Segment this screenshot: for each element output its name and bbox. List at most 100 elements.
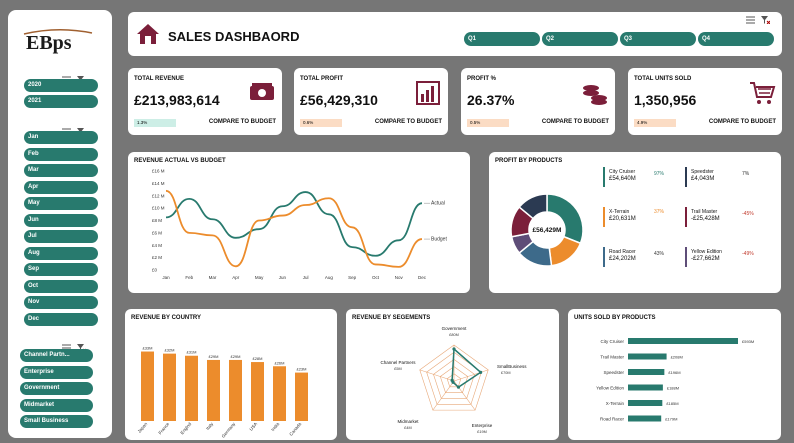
chart-title: REVENUE ACTUAL VS BUDGET (134, 158, 226, 164)
sidebar: EBps 2020 2021 Jan Feb Mar Apr May Jun Jul Aug Se… (8, 10, 112, 438)
radar-value-label: £80M (449, 333, 459, 337)
radar-value-label: £5M (394, 367, 401, 371)
x-tick-label: Jan (162, 275, 170, 280)
bar (163, 353, 176, 421)
donut-center-label: £56,429M (533, 227, 562, 234)
bar (628, 369, 665, 375)
kpi-compare: COMPARE TO BUDGET (541, 119, 609, 125)
legend-pct: 37% (654, 209, 665, 215)
legend-name: X-Terrain (609, 209, 630, 215)
radar-series (451, 347, 482, 389)
month-button-sep[interactable]: Sep (24, 263, 98, 276)
x-tick-label: France (157, 421, 170, 435)
bar-value-label: £23M (296, 367, 306, 372)
y-tick-label: Yellow Edition (596, 386, 624, 391)
quarter-button-q1[interactable]: Q1 (464, 32, 540, 46)
legend-name: Speedster (691, 169, 714, 175)
legend-value: -£25,428M (691, 216, 720, 222)
x-tick-label: Sep (348, 275, 357, 280)
bar (628, 415, 662, 422)
segment-button-enterprise[interactable]: Enterprise (20, 365, 93, 379)
legend-pct: 43% (654, 251, 665, 257)
bar-value-label: £29M (208, 354, 218, 359)
kpi-card-total-profit: TOTAL PROFIT £56,429,310 0.6% COMPARE TO… (294, 68, 448, 135)
kpi-card-total-revenue: TOTAL REVENUE £213,983,614 1.3% COMPARE … (128, 68, 282, 135)
radar-point (456, 385, 461, 389)
month-button-apr[interactable]: Apr (24, 180, 98, 194)
month-button-jul[interactable]: Jul (24, 230, 98, 243)
legend-marker (603, 207, 605, 227)
clear-filter-icon[interactable] (761, 16, 770, 24)
radar-axis-label: Midmarket (397, 419, 419, 424)
kpi-compare: COMPARE TO BUDGET (374, 119, 442, 125)
month-button-feb[interactable]: Feb (24, 147, 98, 161)
month-button-oct[interactable]: Oct (24, 279, 98, 293)
radar-axis-label: Government (442, 326, 468, 331)
legend-pct: -49% (742, 251, 754, 257)
kpi-compare: COMPARE TO BUDGET (708, 119, 776, 125)
quarter-button-q2[interactable]: Q2 (542, 32, 618, 46)
x-tick-label: Dec (418, 275, 427, 280)
bar-value-label: £185M (666, 401, 678, 406)
month-button-nov[interactable]: Nov (24, 296, 98, 309)
bar-value-label: £196M (668, 370, 680, 375)
month-button-aug[interactable]: Aug (24, 246, 98, 260)
radar-grid (439, 366, 469, 393)
chart-title: REVENUE BY SEGEMENTS (352, 315, 431, 321)
radar-point (479, 370, 483, 374)
legend-item: Road Racer £24,202M (609, 249, 636, 263)
legend-marker (685, 247, 687, 267)
profit-donut-chart: £56,429M (510, 193, 584, 267)
country-bar-chart: £33M Japan £32M France £31M Englnd £29M Italy £2… (137, 346, 308, 439)
x-tick-label: Feb (185, 275, 193, 280)
radar-grid (419, 344, 489, 411)
donut-slice (546, 193, 584, 245)
series-label-budget: Budget (431, 237, 447, 243)
legend-name: Road Racer (609, 249, 636, 255)
quarter-button-q3[interactable]: Q3 (620, 32, 696, 46)
donut-slice (518, 193, 548, 220)
month-button-jan[interactable]: Jan (24, 131, 98, 144)
y-tick-label: Trail Master (600, 355, 624, 360)
legend-marker (603, 167, 605, 187)
quarter-button-q4[interactable]: Q4 (698, 32, 774, 46)
x-tick-label: Japan (137, 421, 149, 434)
radar-axis (419, 369, 455, 382)
bar (251, 362, 264, 421)
radar-axis (453, 369, 489, 382)
segment-button-small-business[interactable]: Small Business (20, 415, 93, 428)
radar-point (450, 378, 454, 382)
y-tick-label: X-Terrain (606, 401, 625, 406)
legend-name: City Cruiser (609, 169, 636, 175)
multi-select-icon[interactable] (746, 16, 755, 24)
donut-slice (548, 235, 582, 267)
chart-title: PROFIT BY PRODUCTS (495, 158, 563, 164)
page-title: SALES DASHBAORD (168, 29, 300, 44)
segment-button-government[interactable]: Government (20, 382, 93, 395)
radar-axis (432, 380, 455, 411)
legend-pct: 7% (742, 171, 750, 177)
bar (185, 355, 198, 421)
radar-value-label: £19M (477, 430, 487, 434)
year-button-2021[interactable]: 2021 (24, 95, 98, 108)
year-button-2020[interactable]: 2020 (24, 79, 98, 92)
legend-marker (685, 207, 687, 227)
month-button-mar[interactable]: Mar (24, 164, 98, 177)
segment-button-channel-partn[interactable]: Channel Partn... (20, 349, 93, 362)
legend-value: £24,202M (609, 256, 636, 262)
quarter-filter-icons (746, 16, 770, 24)
legend-name: Yellow Edition (691, 249, 722, 255)
kpi-badge: 4.9% (634, 119, 676, 127)
bar (141, 351, 154, 421)
segment-button-midmarket[interactable]: Midmarket (20, 398, 93, 412)
money-icon (250, 83, 274, 100)
y-tick-label: Speedster (603, 370, 624, 375)
month-button-may[interactable]: May (24, 197, 98, 210)
month-button-dec[interactable]: Dec (24, 312, 98, 326)
month-button-jun[interactable]: Jun (24, 213, 98, 227)
radar-point (452, 347, 456, 351)
revenue-line-chart-card: REVENUE ACTUAL VS BUDGET £0 £2 M £4 M £6 M £… (128, 152, 470, 293)
legend-value: £4,043M (691, 176, 715, 182)
bar (229, 359, 242, 421)
x-tick-label: Nov (395, 275, 404, 280)
